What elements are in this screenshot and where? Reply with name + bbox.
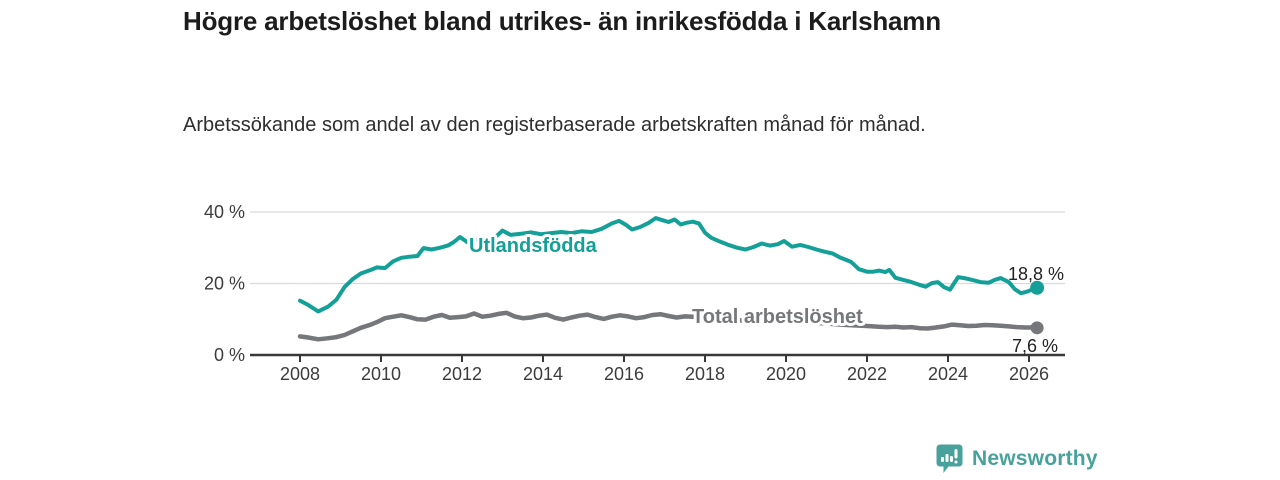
newsworthy-wordmark: Newsworthy bbox=[972, 447, 1098, 470]
end-dot-total-arbetsl-shet bbox=[1030, 321, 1044, 335]
series-end-dots bbox=[1030, 280, 1045, 335]
exclamation-dot bbox=[954, 460, 958, 464]
series-line-utlandsf-dda bbox=[298, 216, 1040, 314]
y-axis-labels: 0 % 20 % 40 % bbox=[204, 202, 245, 365]
series-labels: Utlandsfödda Total arbetslöshet bbox=[466, 232, 866, 331]
series-label-utlandsf-dda: Utlandsfödda bbox=[469, 235, 598, 257]
y-tick-label-0: 0 % bbox=[214, 345, 245, 365]
end-value-label-total-arbetsl-shet: 7,6 % bbox=[1012, 336, 1058, 356]
end-dot-utlandsf-dda bbox=[1030, 280, 1045, 295]
x-tick-label-2014: 2014 bbox=[523, 364, 563, 384]
x-axis bbox=[250, 353, 1065, 362]
chart-canvas: 0 % 20 % 40 % 2008 2010 2012 2014 2016 2018 2020… bbox=[204, 202, 1065, 384]
end-value-label-utlandsf-dda: 18,8 % bbox=[1008, 264, 1064, 284]
x-axis-labels: 2008 2010 2012 2014 2016 2018 2020 2022 2024 2026 bbox=[280, 364, 1049, 384]
speech-bubble-shape bbox=[936, 444, 963, 473]
series-label-total-arbetsl-shet: Total arbetslöshet bbox=[692, 306, 863, 328]
series-end-value-labels: 18,8 % 7,6 % bbox=[1008, 264, 1064, 356]
bar-3 bbox=[950, 456, 953, 462]
line-chart: 0 % 20 % 40 % 2008 2010 2012 2014 2016 2018 2020… bbox=[0, 195, 1280, 405]
gridlines bbox=[250, 211, 1065, 285]
x-tick-label-2022: 2022 bbox=[847, 364, 887, 384]
x-tick-label-2010: 2010 bbox=[361, 364, 401, 384]
bar-2 bbox=[945, 454, 949, 462]
x-tick-label-2024: 2024 bbox=[928, 364, 968, 384]
y-tick-label-40: 40 % bbox=[204, 202, 245, 222]
chart-subtitle: Arbetssökande som andel av den registerb… bbox=[183, 114, 926, 136]
x-tick-label-2016: 2016 bbox=[604, 364, 644, 384]
newsworthy-logo[interactable]: Newsworthy bbox=[936, 444, 1098, 474]
x-tick-label-2012: 2012 bbox=[442, 364, 482, 384]
page-title: Högre arbetslöshet bland utrikes- än inr… bbox=[183, 6, 941, 36]
exclamation-stem bbox=[954, 449, 958, 459]
x-tick-label-2018: 2018 bbox=[685, 364, 725, 384]
bar-1 bbox=[941, 457, 944, 462]
x-tick-label-2020: 2020 bbox=[766, 364, 806, 384]
y-tick-label-20: 20 % bbox=[204, 274, 245, 294]
series-line-total-arbetsl-shet bbox=[297, 310, 1040, 342]
x-tick-label-2026: 2026 bbox=[1009, 364, 1049, 384]
series-lines bbox=[297, 216, 1040, 342]
newsworthy-speech-bubble-icon bbox=[936, 444, 963, 473]
x-tick-label-2008: 2008 bbox=[280, 364, 320, 384]
